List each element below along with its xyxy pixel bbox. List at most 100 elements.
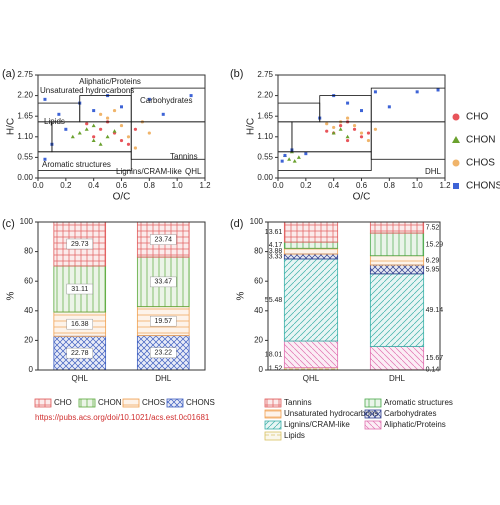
bar-segment bbox=[370, 274, 423, 347]
value-label: 22.78 bbox=[71, 350, 89, 357]
region-box bbox=[278, 103, 320, 122]
legend-swatch bbox=[265, 410, 281, 418]
region-box bbox=[371, 122, 445, 159]
annotation: Lipids bbox=[44, 117, 65, 126]
value-label: 31.11 bbox=[71, 286, 88, 293]
value-label: 16.38 bbox=[71, 321, 89, 328]
point bbox=[416, 90, 419, 93]
region-box bbox=[292, 122, 371, 152]
point bbox=[353, 124, 356, 127]
x-tick-label: DHL bbox=[155, 374, 172, 383]
y-tick-label: 1.10 bbox=[17, 132, 33, 141]
region-box bbox=[371, 88, 445, 122]
y-tick-label: 100 bbox=[250, 217, 264, 226]
x-axis-label: O/C bbox=[353, 192, 371, 203]
value-label: 5.95 bbox=[426, 266, 440, 273]
legend-label: Aliphatic/Proteins bbox=[384, 420, 446, 429]
x-tick-label: 0.0 bbox=[32, 181, 44, 190]
point bbox=[281, 160, 284, 163]
point bbox=[106, 135, 110, 139]
bar-segment bbox=[284, 242, 337, 248]
point bbox=[437, 88, 440, 91]
point bbox=[134, 128, 137, 131]
x-tick-label: 1.0 bbox=[172, 181, 184, 190]
point bbox=[57, 113, 60, 116]
point bbox=[99, 128, 102, 131]
x-tick-label: 0.2 bbox=[60, 181, 72, 190]
x-tick-label: 0.8 bbox=[144, 181, 156, 190]
legend-swatch bbox=[167, 399, 183, 407]
point bbox=[127, 135, 130, 138]
legend-swatch bbox=[365, 421, 381, 429]
point bbox=[325, 122, 328, 125]
point bbox=[92, 135, 95, 138]
point bbox=[287, 157, 291, 161]
x-tick-label: 0.2 bbox=[300, 181, 312, 190]
legend-label: CHON bbox=[98, 398, 122, 407]
legend-marker bbox=[453, 183, 459, 189]
legend-label: CHONS bbox=[466, 181, 500, 192]
y-tick-label: 2.75 bbox=[257, 70, 273, 79]
bar-segment bbox=[370, 233, 423, 256]
point bbox=[113, 109, 116, 112]
annotation: Tannins bbox=[170, 152, 198, 161]
bar-segment bbox=[284, 259, 337, 341]
legend-label: CHOS bbox=[466, 158, 495, 169]
annotation: Unsaturated hydrocarbons bbox=[40, 86, 134, 95]
point bbox=[346, 139, 349, 142]
y-tick-label: 20 bbox=[24, 336, 33, 345]
x-tick-label: 1.2 bbox=[439, 181, 451, 190]
point bbox=[99, 113, 102, 116]
legend-label: CHONS bbox=[186, 398, 215, 407]
point bbox=[360, 109, 363, 112]
point bbox=[78, 131, 82, 135]
y-tick-label: 80 bbox=[24, 247, 33, 256]
y-tick-label: 0.55 bbox=[257, 153, 273, 162]
value-label: 15.67 bbox=[426, 355, 444, 362]
y-axis-label: H/C bbox=[6, 118, 17, 135]
value-label: 19.57 bbox=[154, 318, 172, 325]
legend-swatch bbox=[265, 421, 281, 429]
value-label: 23.74 bbox=[154, 236, 172, 243]
legend-swatch bbox=[265, 432, 281, 440]
point bbox=[325, 130, 328, 133]
point bbox=[85, 127, 89, 131]
legend-swatch bbox=[365, 410, 381, 418]
point bbox=[360, 135, 363, 138]
y-tick-label: 2.20 bbox=[17, 91, 33, 100]
y-tick-label: 60 bbox=[24, 276, 33, 285]
point bbox=[346, 116, 349, 119]
y-tick-label: 20 bbox=[254, 336, 263, 345]
point bbox=[120, 124, 123, 127]
point bbox=[64, 128, 67, 131]
legend-swatch bbox=[265, 399, 281, 407]
source-link: https://pubs.acs.org/doi/10.1021/acs.est… bbox=[35, 413, 210, 422]
point bbox=[339, 124, 342, 127]
y-tick-label: 2.20 bbox=[257, 91, 273, 100]
bar-segment bbox=[370, 265, 423, 274]
x-axis-label: O/C bbox=[113, 192, 131, 203]
point bbox=[346, 102, 349, 105]
bar-segment bbox=[284, 222, 337, 242]
legend-marker bbox=[453, 160, 460, 167]
y-tick-label: 60 bbox=[254, 276, 263, 285]
bar-segment bbox=[370, 256, 423, 265]
plot-frame bbox=[278, 75, 445, 178]
legend-label: Tannins bbox=[284, 398, 312, 407]
point bbox=[120, 139, 123, 142]
region-box bbox=[52, 122, 131, 152]
y-tick-label: 1.10 bbox=[257, 132, 273, 141]
x-tick-label: QHL bbox=[303, 374, 320, 383]
value-label: 1.52 bbox=[269, 366, 283, 373]
region-box bbox=[278, 152, 371, 171]
x-tick-label: 0.4 bbox=[88, 181, 100, 190]
bar-segment bbox=[370, 347, 423, 370]
x-tick-label: 0.0 bbox=[272, 181, 284, 190]
y-tick-label: 0 bbox=[259, 365, 264, 374]
annotation: QHL bbox=[185, 167, 202, 176]
point bbox=[85, 122, 88, 125]
y-tick-label: 80 bbox=[254, 247, 263, 256]
y-tick-label: 1.65 bbox=[17, 111, 33, 120]
point bbox=[374, 90, 377, 93]
point bbox=[106, 116, 109, 119]
